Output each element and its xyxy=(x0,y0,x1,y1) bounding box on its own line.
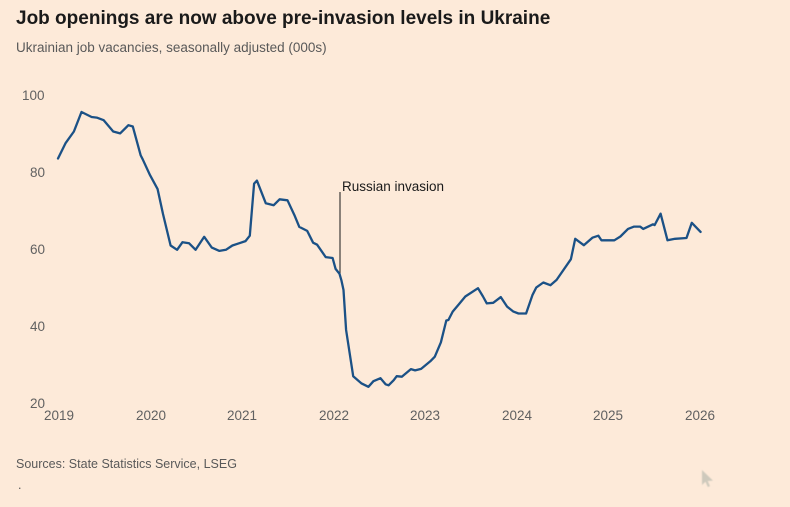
svg-text:20: 20 xyxy=(30,396,45,411)
svg-text:40: 40 xyxy=(30,319,45,334)
svg-text:100: 100 xyxy=(22,88,45,103)
svg-text:2021: 2021 xyxy=(227,408,257,423)
svg-text:2019: 2019 xyxy=(44,408,74,423)
svg-text:2023: 2023 xyxy=(410,408,440,423)
svg-text:2022: 2022 xyxy=(319,408,349,423)
svg-text:2024: 2024 xyxy=(502,408,533,423)
svg-text:60: 60 xyxy=(30,242,45,257)
svg-text:80: 80 xyxy=(30,165,45,180)
svg-text:2025: 2025 xyxy=(593,408,623,423)
svg-text:2026: 2026 xyxy=(685,408,715,423)
svg-text:Russian invasion: Russian invasion xyxy=(342,179,444,194)
svg-text:2020: 2020 xyxy=(136,408,166,423)
